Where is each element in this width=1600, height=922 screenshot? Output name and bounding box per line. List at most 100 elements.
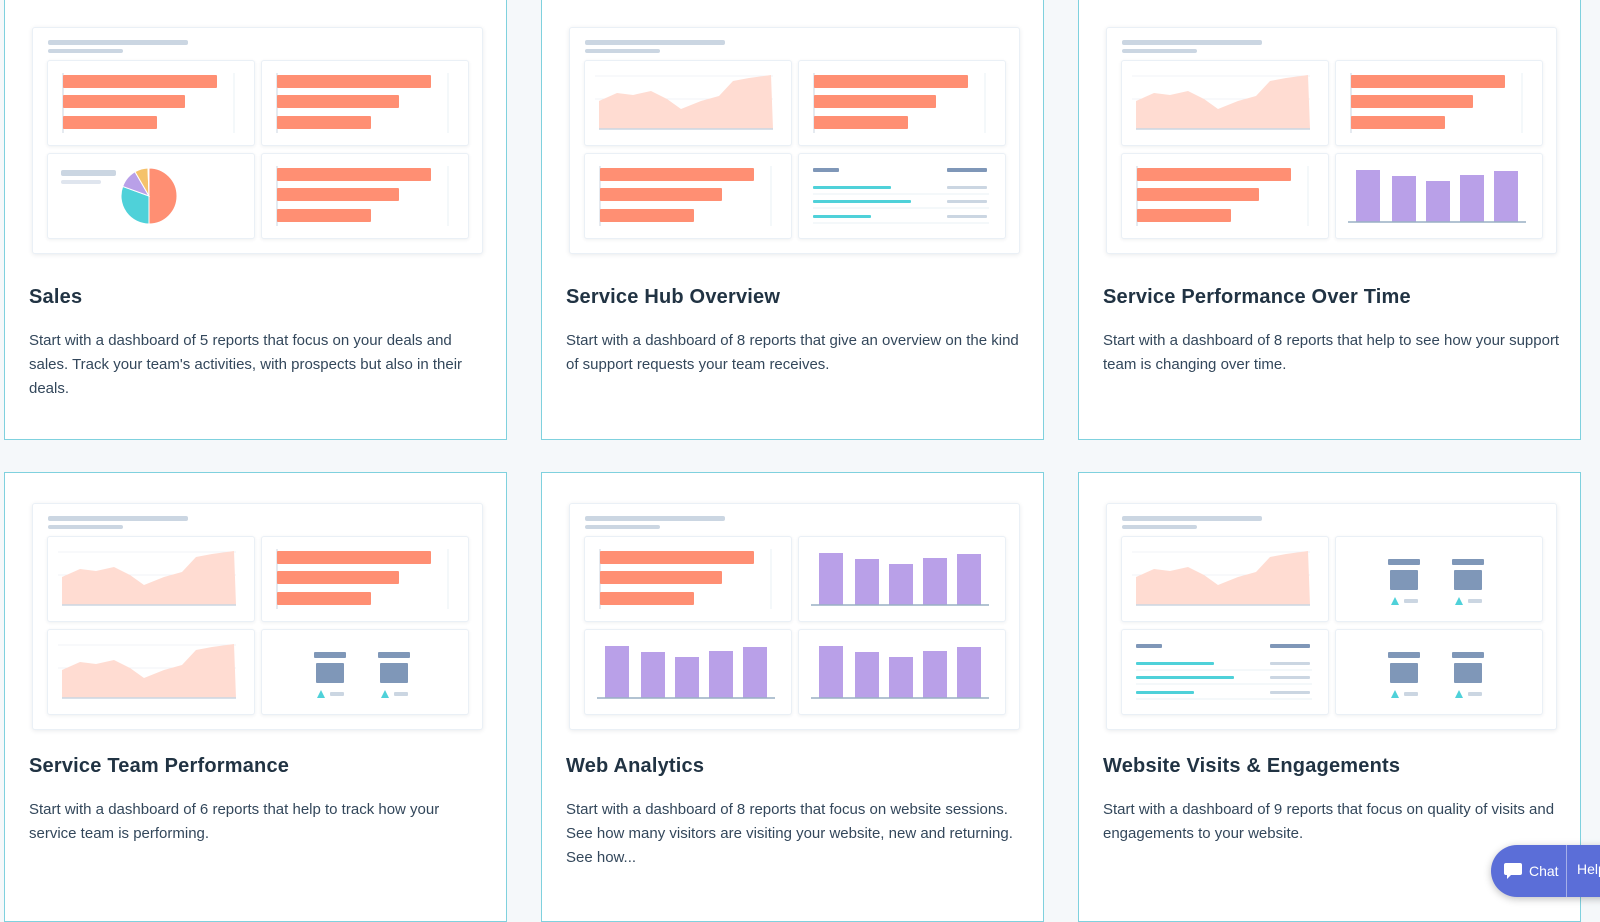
dashboard-template-card-sales[interactable]: Sales Start with a dashboard of 5 report… bbox=[4, 0, 507, 440]
preview-panel bbox=[47, 60, 255, 146]
bar-mark bbox=[600, 571, 722, 584]
bar-mark bbox=[277, 116, 371, 129]
preview-chart bbox=[276, 549, 449, 609]
preview-chart bbox=[1388, 652, 1484, 698]
preview-chart bbox=[813, 73, 986, 133]
legend-mark bbox=[61, 170, 116, 176]
area-mark bbox=[1136, 551, 1310, 605]
kpi-trend-icon bbox=[317, 690, 325, 698]
preview-chart bbox=[813, 168, 989, 224]
dashboard-template-card-web-analytics[interactable]: Web Analytics Start with a dashboard of … bbox=[541, 472, 1044, 922]
bar-mark bbox=[600, 209, 694, 222]
preview-panel bbox=[1335, 153, 1543, 239]
bar-mark bbox=[1494, 171, 1518, 222]
card-title: Service Team Performance bbox=[29, 755, 290, 777]
preview-panel bbox=[584, 153, 792, 239]
dashboard-preview bbox=[32, 27, 483, 254]
table-header-mark bbox=[813, 168, 839, 172]
card-description: Start with a dashboard of 6 reports that… bbox=[29, 801, 440, 842]
bar-mark bbox=[277, 571, 399, 584]
kpi-delta-mark bbox=[1404, 599, 1418, 603]
chat-button[interactable]: Chat bbox=[1503, 859, 1559, 883]
preview-panel bbox=[1121, 536, 1329, 622]
kpi-trend-icon bbox=[1391, 597, 1399, 605]
preview-panel bbox=[798, 536, 1006, 622]
preview-panel bbox=[798, 629, 1006, 715]
area-mark bbox=[1136, 75, 1310, 129]
kpi-value-mark bbox=[1454, 570, 1482, 590]
bar-mark bbox=[957, 647, 981, 698]
dashboard-preview bbox=[569, 503, 1020, 730]
kpi-label-mark bbox=[1452, 652, 1484, 658]
dashboard-preview bbox=[569, 27, 1020, 254]
dashboard-template-card-service-team-performance[interactable]: Service Team Performance Start with a da… bbox=[4, 472, 507, 922]
bar-mark bbox=[1137, 168, 1291, 181]
kpi-value-mark bbox=[1454, 663, 1482, 683]
preview-panel bbox=[798, 153, 1006, 239]
preview-chart bbox=[1136, 644, 1312, 700]
card-description: Start with a dashboard of 8 reports that… bbox=[566, 332, 1019, 373]
bar-mark bbox=[923, 651, 947, 698]
preview-chart bbox=[58, 551, 236, 606]
pie-slice bbox=[120, 185, 150, 225]
preview-panel bbox=[261, 536, 469, 622]
bar-mark bbox=[675, 657, 699, 698]
dashboard-template-card-website-visits-engagements[interactable]: Website Visits & Engagements Start with … bbox=[1078, 472, 1581, 922]
bar-mark bbox=[1351, 75, 1505, 88]
dashboard-template-card-service-hub-overview[interactable]: Service Hub Overview Start with a dashbo… bbox=[541, 0, 1044, 440]
kpi-value-mark bbox=[380, 663, 408, 683]
bar-mark bbox=[889, 657, 913, 698]
bar-mark bbox=[957, 554, 981, 605]
kpi-delta-mark bbox=[1404, 692, 1418, 696]
preview-chart bbox=[61, 167, 178, 225]
preview-panel bbox=[1335, 60, 1543, 146]
bar-mark bbox=[277, 592, 371, 605]
chat-label: Chat bbox=[1529, 863, 1559, 879]
table-header-mark bbox=[1136, 644, 1162, 648]
preview-panel bbox=[261, 153, 469, 239]
table-cell-mark bbox=[1136, 676, 1234, 679]
preview-panel bbox=[584, 536, 792, 622]
kpi-trend-icon bbox=[1455, 597, 1463, 605]
preview-chart bbox=[1388, 559, 1484, 605]
bar-mark bbox=[889, 564, 913, 605]
help-button[interactable]: Help bbox=[1577, 861, 1600, 877]
preview-panel bbox=[1121, 60, 1329, 146]
preview-chart bbox=[1132, 551, 1310, 606]
preview-chart bbox=[1132, 75, 1310, 130]
dashboard-preview bbox=[32, 503, 483, 730]
bar-mark bbox=[1392, 176, 1416, 222]
bar-mark bbox=[277, 95, 399, 108]
kpi-label-mark bbox=[314, 652, 346, 658]
chat-bubble-icon bbox=[1504, 863, 1522, 879]
card-description: Start with a dashboard of 9 reports that… bbox=[1103, 801, 1555, 842]
kpi-label-mark bbox=[1388, 652, 1420, 658]
bar-mark bbox=[600, 188, 722, 201]
table-header-mark bbox=[947, 168, 987, 172]
table-cell-mark bbox=[813, 200, 911, 203]
bar-mark bbox=[855, 652, 879, 698]
preview-chart bbox=[58, 644, 236, 699]
kpi-delta-mark bbox=[1468, 692, 1482, 696]
card-description: Start with a dashboard of 8 reports that… bbox=[1103, 332, 1560, 373]
card-description: Start with a dashboard of 5 reports that… bbox=[29, 332, 463, 397]
preview-panel bbox=[1335, 536, 1543, 622]
preview-chart bbox=[1348, 170, 1526, 223]
bar-mark bbox=[814, 75, 968, 88]
bar-mark bbox=[1137, 209, 1231, 222]
dashboard-template-card-service-performance-over-time[interactable]: Service Performance Over Time Start with… bbox=[1078, 0, 1581, 440]
preview-panel bbox=[261, 629, 469, 715]
table-cell-mark bbox=[813, 186, 891, 189]
kpi-delta-mark bbox=[394, 692, 408, 696]
bar-mark bbox=[277, 551, 431, 564]
kpi-label-mark bbox=[1388, 559, 1420, 565]
bar-mark bbox=[1426, 181, 1450, 222]
bar-mark bbox=[277, 188, 399, 201]
table-cell-mark bbox=[1136, 662, 1214, 665]
bar-mark bbox=[814, 95, 936, 108]
table-cell-mark bbox=[813, 215, 871, 218]
pie-slice bbox=[147, 167, 150, 197]
bar-mark bbox=[600, 551, 754, 564]
card-title: Web Analytics bbox=[566, 755, 705, 777]
bar-mark bbox=[819, 646, 843, 698]
